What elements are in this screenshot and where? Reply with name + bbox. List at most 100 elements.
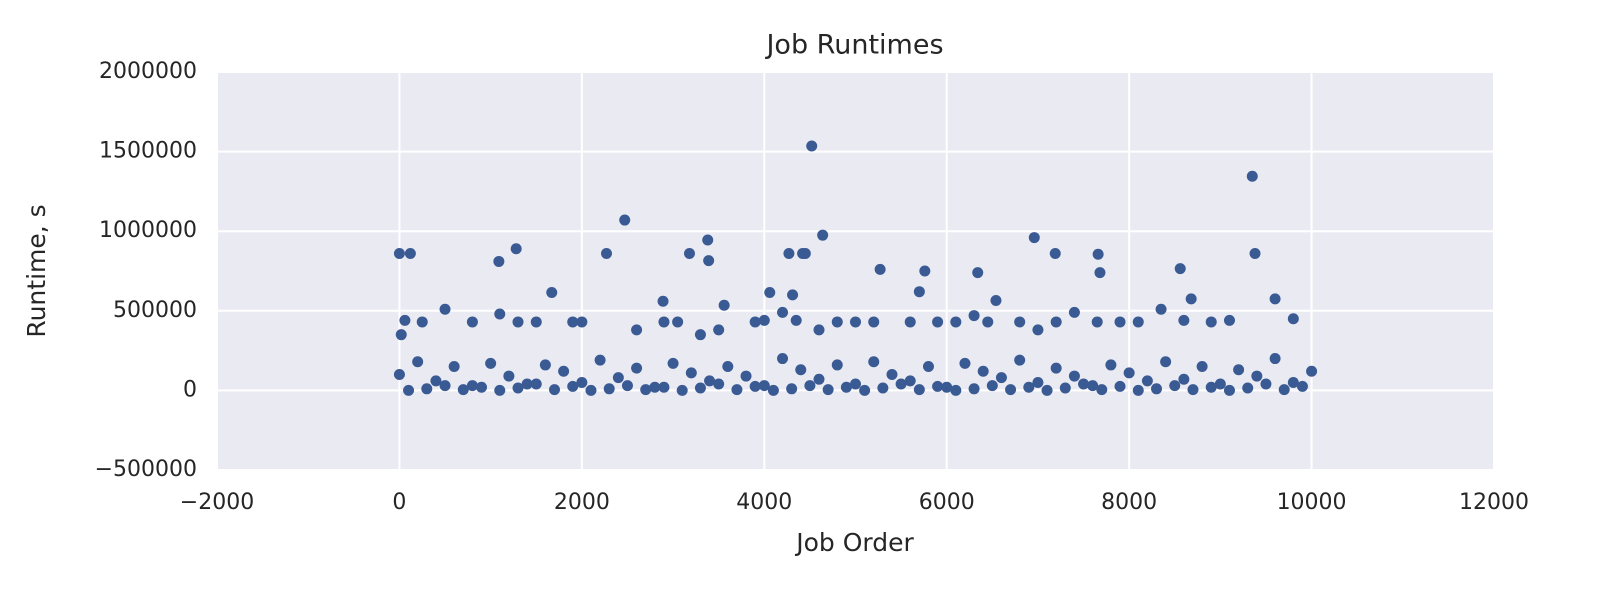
y-tick-label: 0 bbox=[183, 377, 197, 402]
point bbox=[1032, 376, 1044, 388]
x-tick-label: 0 bbox=[392, 490, 406, 515]
point bbox=[1087, 380, 1099, 392]
point bbox=[922, 361, 934, 373]
point bbox=[585, 384, 597, 396]
point bbox=[1223, 384, 1235, 396]
point bbox=[783, 247, 795, 259]
point bbox=[1205, 381, 1217, 393]
point bbox=[631, 324, 643, 336]
point bbox=[804, 380, 816, 392]
point bbox=[977, 365, 989, 377]
point bbox=[713, 324, 725, 336]
point bbox=[546, 286, 558, 298]
point bbox=[1014, 316, 1026, 328]
point bbox=[1151, 383, 1163, 395]
point bbox=[1094, 267, 1106, 279]
point bbox=[990, 294, 1002, 306]
point bbox=[658, 381, 670, 393]
point bbox=[1068, 370, 1080, 382]
point bbox=[1178, 314, 1190, 326]
point bbox=[1096, 384, 1108, 396]
point bbox=[1014, 354, 1026, 366]
point bbox=[448, 361, 460, 373]
point bbox=[731, 384, 743, 396]
x-tick-label: 2000 bbox=[554, 490, 610, 515]
point bbox=[895, 378, 907, 390]
point bbox=[412, 356, 424, 368]
point bbox=[457, 384, 469, 396]
point bbox=[786, 383, 798, 395]
point bbox=[612, 372, 624, 384]
point bbox=[1091, 316, 1103, 328]
point bbox=[685, 367, 697, 379]
point bbox=[1160, 356, 1172, 368]
point bbox=[539, 359, 551, 371]
x-tick-label: 6000 bbox=[919, 490, 975, 515]
point bbox=[817, 229, 829, 241]
point bbox=[1174, 263, 1186, 275]
point bbox=[548, 384, 560, 396]
point bbox=[404, 247, 416, 259]
point bbox=[683, 247, 695, 259]
point bbox=[1132, 316, 1144, 328]
point bbox=[567, 316, 579, 328]
point bbox=[672, 316, 684, 328]
point bbox=[1132, 384, 1144, 396]
point bbox=[1050, 316, 1062, 328]
point bbox=[713, 378, 725, 390]
point bbox=[904, 316, 916, 328]
point bbox=[932, 380, 944, 392]
point bbox=[1269, 293, 1281, 305]
x-axis-label: Job Order bbox=[794, 528, 914, 557]
point bbox=[886, 368, 898, 380]
point bbox=[466, 316, 478, 328]
point bbox=[658, 316, 670, 328]
point bbox=[399, 314, 411, 326]
point bbox=[968, 383, 980, 395]
point bbox=[403, 384, 415, 396]
point bbox=[567, 380, 579, 392]
point bbox=[1169, 380, 1181, 392]
point bbox=[694, 382, 706, 394]
point bbox=[657, 295, 669, 307]
point bbox=[932, 316, 944, 328]
point bbox=[722, 361, 734, 373]
point bbox=[576, 316, 588, 328]
point bbox=[512, 382, 524, 394]
point bbox=[950, 384, 962, 396]
point bbox=[510, 243, 522, 255]
point bbox=[1223, 314, 1235, 326]
point bbox=[1269, 353, 1281, 365]
point bbox=[521, 378, 533, 390]
point bbox=[640, 384, 652, 396]
point bbox=[1196, 361, 1208, 373]
point bbox=[676, 384, 688, 396]
point bbox=[941, 381, 953, 393]
point bbox=[850, 378, 861, 390]
point bbox=[795, 364, 807, 376]
point bbox=[631, 362, 643, 374]
point bbox=[868, 316, 880, 328]
point bbox=[1050, 362, 1062, 374]
point bbox=[1214, 378, 1226, 390]
point bbox=[1287, 313, 1299, 325]
point bbox=[822, 384, 834, 396]
point bbox=[813, 324, 825, 336]
point bbox=[594, 354, 606, 366]
x-tick-label: 12000 bbox=[1459, 490, 1529, 515]
point bbox=[1059, 382, 1071, 394]
point bbox=[493, 255, 505, 267]
x-tick-label: −2000 bbox=[180, 490, 254, 515]
point bbox=[959, 357, 971, 369]
x-tick-label: 4000 bbox=[736, 490, 792, 515]
point bbox=[777, 306, 789, 318]
point bbox=[603, 383, 615, 395]
point bbox=[416, 316, 428, 328]
point bbox=[485, 357, 497, 369]
point bbox=[749, 316, 761, 328]
point bbox=[764, 286, 776, 298]
point bbox=[1068, 306, 1080, 318]
point bbox=[1187, 384, 1199, 396]
point bbox=[777, 353, 789, 365]
point bbox=[1155, 303, 1167, 315]
